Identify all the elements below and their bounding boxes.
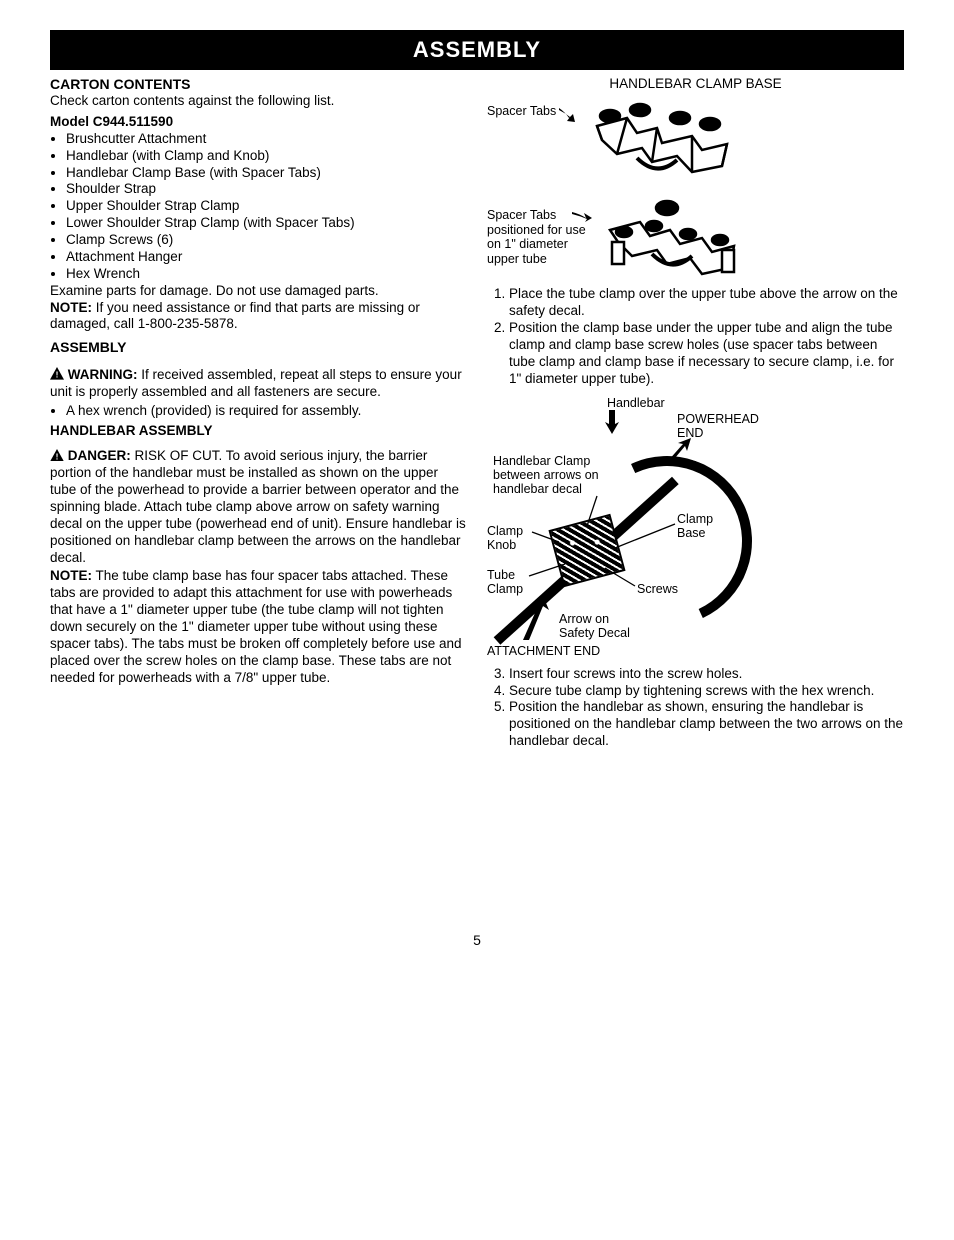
- list-item: Clamp Screws (6): [66, 232, 467, 249]
- step-item: Place the tube clamp over the upper tube…: [509, 286, 904, 320]
- list-item: Hex Wrench: [66, 266, 467, 283]
- list-item: Brushcutter Attachment: [66, 131, 467, 148]
- left-column: CARTON CONTENTS Check carton contents ag…: [50, 76, 467, 751]
- note-label: NOTE:: [50, 300, 92, 315]
- arrow-icon: [605, 410, 621, 434]
- section-banner: ASSEMBLY: [50, 30, 904, 70]
- label-handlebar-clamp: Handlebar Clamp between arrows on handle…: [493, 454, 613, 497]
- arrow-icon: [572, 210, 592, 222]
- label-spacer-tabs: Spacer Tabs: [487, 104, 556, 118]
- heading-handlebar-assembly: HANDLEBAR ASSEMBLY: [50, 423, 467, 440]
- step-item: Insert four screws into the screw holes.: [509, 666, 904, 683]
- label-clamp-knob: Clamp Knob: [487, 524, 532, 553]
- svg-text:!: !: [56, 451, 59, 461]
- list-item: Lower Shoulder Strap Clamp (with Spacer …: [66, 215, 467, 232]
- steps-list-b: Insert four screws into the screw holes.…: [487, 666, 904, 750]
- danger-icon: !: [50, 449, 64, 462]
- clamp-upper-drawing: [582, 98, 732, 188]
- carton-contents-list: Brushcutter Attachment Handlebar (with C…: [50, 131, 467, 283]
- arrow-icon: [665, 438, 691, 464]
- examine-text: Examine parts for damage. Do not use dam…: [50, 283, 467, 300]
- label-tube-clamp: Tube Clamp: [487, 568, 532, 597]
- carton-intro: Check carton contents against the follow…: [50, 93, 467, 110]
- note-text: If you need assistance or find that part…: [50, 300, 420, 332]
- right-column: HANDLEBAR CLAMP BASE Spacer Tabs: [487, 76, 904, 751]
- list-item: Attachment Hanger: [66, 249, 467, 266]
- heading-carton-contents: CARTON CONTENTS: [50, 76, 467, 94]
- note-label: NOTE:: [50, 568, 92, 583]
- list-item: A hex wrench (provided) is required for …: [66, 403, 467, 420]
- note-text: The tube clamp base has four spacer tabs…: [50, 568, 462, 684]
- label-powerhead-end: POWERHEAD END: [677, 412, 767, 441]
- page-number: 5: [0, 932, 954, 950]
- note-spacer-tabs: NOTE: The tube clamp base has four space…: [50, 568, 467, 686]
- figure-handlebar-assembly: Handlebar POWERHEAD END Handlebar Clamp …: [487, 396, 904, 666]
- label-attachment-end: ATTACHMENT END: [487, 644, 600, 658]
- two-column-layout: CARTON CONTENTS Check carton contents ag…: [50, 76, 904, 751]
- danger-label: DANGER:: [68, 448, 131, 463]
- figure-clamp-base: Spacer Tabs Spacer Tabs positioned for u…: [487, 98, 904, 286]
- danger-text: RISK OF CUT. To avoid serious injury, th…: [50, 448, 466, 564]
- note-assistance: NOTE: If you need assistance or find tha…: [50, 300, 467, 334]
- arrow-icon: [559, 108, 575, 122]
- heading-assembly: ASSEMBLY: [50, 339, 467, 357]
- svg-text:!: !: [56, 370, 59, 380]
- list-item: Handlebar Clamp Base (with Spacer Tabs): [66, 165, 467, 182]
- list-item: Upper Shoulder Strap Clamp: [66, 198, 467, 215]
- label-handlebar: Handlebar: [607, 396, 665, 410]
- steps-list-a: Place the tube clamp over the upper tube…: [487, 286, 904, 387]
- hex-wrench-note: A hex wrench (provided) is required for …: [50, 403, 467, 420]
- page: ASSEMBLY CARTON CONTENTS Check carton co…: [0, 0, 954, 1240]
- warning-label: WARNING:: [68, 367, 138, 382]
- list-item: Handlebar (with Clamp and Knob): [66, 148, 467, 165]
- step-item: Position the handlebar as shown, ensurin…: [509, 699, 904, 750]
- heading-clamp-base: HANDLEBAR CLAMP BASE: [487, 76, 904, 93]
- warning-block: ! WARNING: If received assembled, repeat…: [50, 367, 467, 401]
- warning-icon: !: [50, 367, 64, 380]
- model-number: Model C944.511590: [50, 114, 467, 131]
- clamp-lower-drawing: [602, 198, 742, 283]
- danger-block: ! DANGER: RISK OF CUT. To avoid serious …: [50, 448, 467, 566]
- step-item: Secure tube clamp by tightening screws w…: [509, 683, 904, 700]
- list-item: Shoulder Strap: [66, 181, 467, 198]
- arrow-icon: [517, 596, 557, 640]
- step-item: Position the clamp base under the upper …: [509, 320, 904, 388]
